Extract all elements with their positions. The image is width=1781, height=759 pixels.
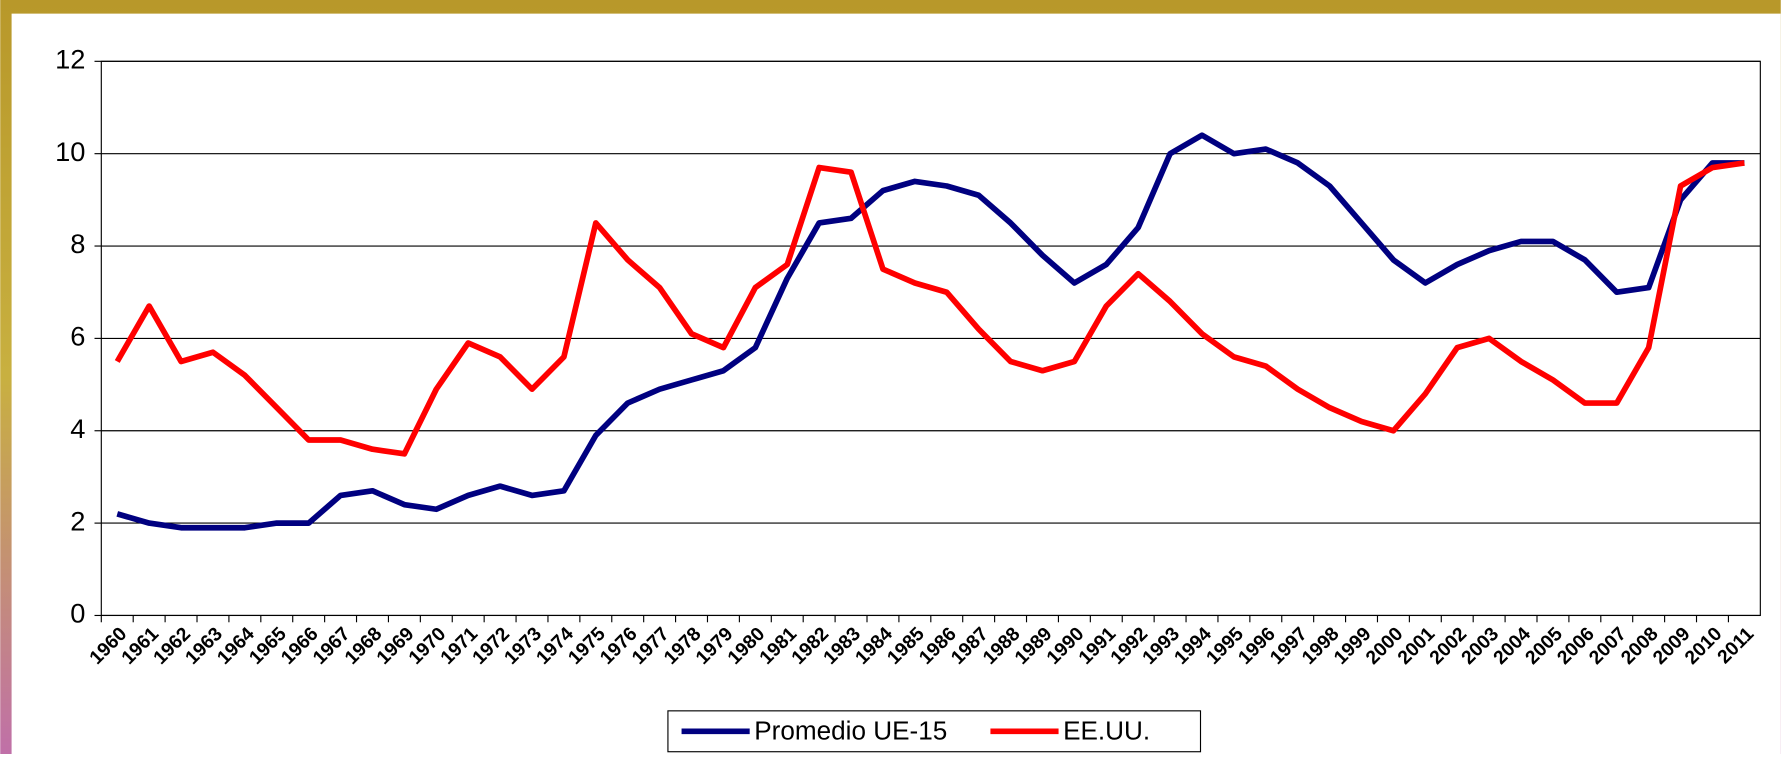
y-tick-label: 4: [70, 413, 85, 444]
y-tick-label: 6: [70, 321, 85, 352]
legend-box: [667, 710, 1202, 753]
y-tick-label: 8: [70, 228, 85, 259]
y-tick-label: 2: [70, 505, 85, 536]
y-tick-label: 12: [55, 44, 85, 75]
legend-label: Promedio UE-15: [754, 715, 947, 745]
y-tick-label: 0: [70, 598, 85, 629]
legend-label: EE.UU.: [1063, 715, 1150, 745]
series-line: [114, 160, 1745, 457]
series-line: [116, 132, 1745, 531]
legend: Promedio UE-15 EE.UU.: [667, 710, 1202, 753]
y-tick-label: 10: [55, 136, 85, 167]
